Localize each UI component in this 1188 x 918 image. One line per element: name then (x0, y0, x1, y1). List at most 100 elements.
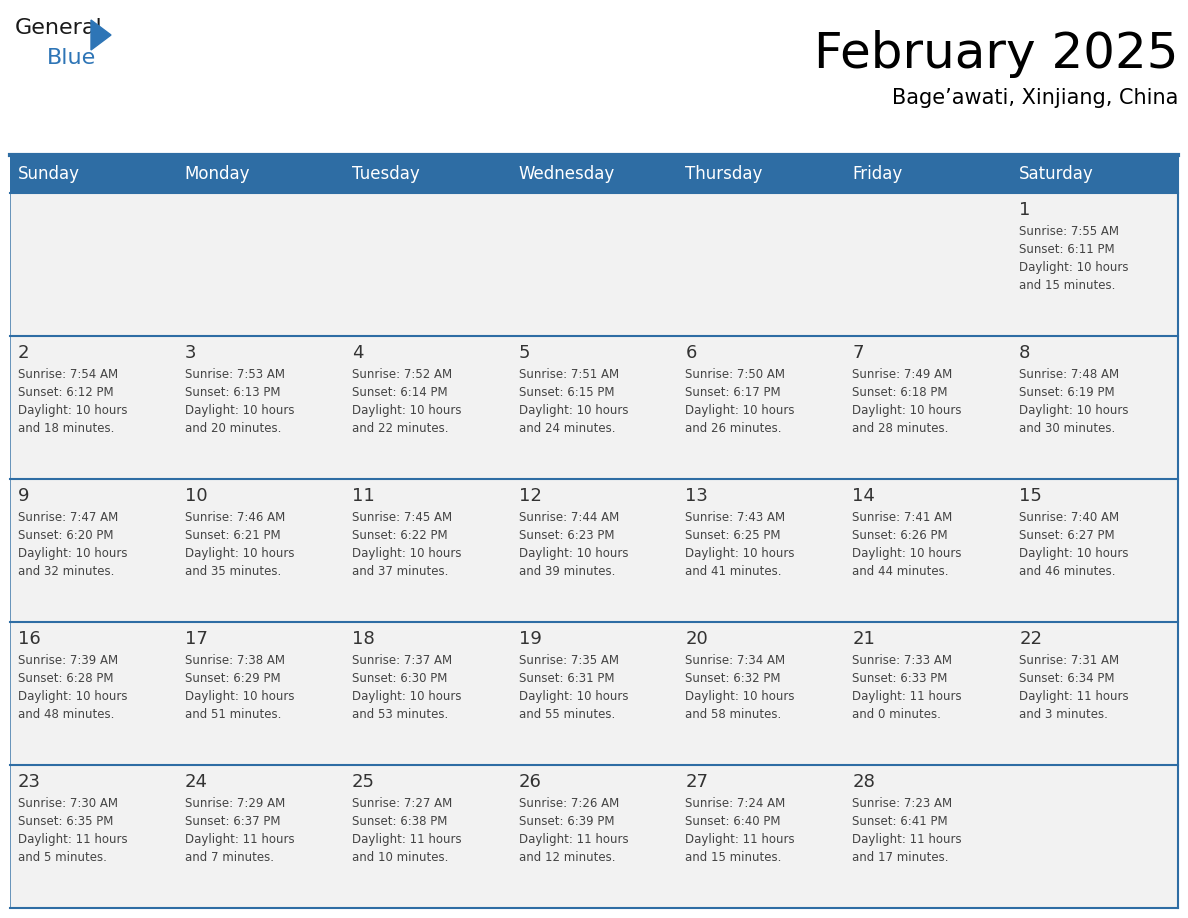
Text: Thursday: Thursday (685, 165, 763, 183)
Text: 17: 17 (185, 630, 208, 648)
Bar (845, 193, 1011, 336)
Text: Sunrise: 7:52 AM
Sunset: 6:14 PM
Daylight: 10 hours
and 22 minutes.: Sunrise: 7:52 AM Sunset: 6:14 PM Dayligh… (352, 368, 461, 435)
Text: 21: 21 (852, 630, 876, 648)
Bar (10, 193, 177, 336)
Text: Sunrise: 7:49 AM
Sunset: 6:18 PM
Daylight: 10 hours
and 28 minutes.: Sunrise: 7:49 AM Sunset: 6:18 PM Dayligh… (852, 368, 962, 435)
Text: Blue: Blue (48, 48, 96, 68)
Text: 25: 25 (352, 773, 374, 791)
Text: Sunrise: 7:45 AM
Sunset: 6:22 PM
Daylight: 10 hours
and 37 minutes.: Sunrise: 7:45 AM Sunset: 6:22 PM Dayligh… (352, 511, 461, 578)
Bar (177, 479, 343, 622)
Text: 16: 16 (18, 630, 40, 648)
Text: Sunrise: 7:54 AM
Sunset: 6:12 PM
Daylight: 10 hours
and 18 minutes.: Sunrise: 7:54 AM Sunset: 6:12 PM Dayligh… (18, 368, 127, 435)
Text: Sunrise: 7:51 AM
Sunset: 6:15 PM
Daylight: 10 hours
and 24 minutes.: Sunrise: 7:51 AM Sunset: 6:15 PM Dayligh… (519, 368, 628, 435)
Polygon shape (91, 20, 110, 50)
Bar (1011, 336, 1178, 479)
Bar (1011, 622, 1178, 765)
Text: 5: 5 (519, 344, 530, 362)
Bar (845, 765, 1011, 908)
Text: February 2025: February 2025 (814, 30, 1178, 78)
Text: 4: 4 (352, 344, 364, 362)
Text: General: General (15, 18, 102, 38)
Text: Sunday: Sunday (18, 165, 80, 183)
Text: Sunrise: 7:41 AM
Sunset: 6:26 PM
Daylight: 10 hours
and 44 minutes.: Sunrise: 7:41 AM Sunset: 6:26 PM Dayligh… (852, 511, 962, 578)
Text: Sunrise: 7:53 AM
Sunset: 6:13 PM
Daylight: 10 hours
and 20 minutes.: Sunrise: 7:53 AM Sunset: 6:13 PM Dayligh… (185, 368, 295, 435)
Text: Tuesday: Tuesday (352, 165, 419, 183)
Text: 2: 2 (18, 344, 30, 362)
Text: Monday: Monday (185, 165, 251, 183)
Text: 6: 6 (685, 344, 697, 362)
Bar (10, 622, 177, 765)
Text: Bage’awati, Xinjiang, China: Bage’awati, Xinjiang, China (892, 88, 1178, 108)
Bar (343, 622, 511, 765)
Text: Sunrise: 7:46 AM
Sunset: 6:21 PM
Daylight: 10 hours
and 35 minutes.: Sunrise: 7:46 AM Sunset: 6:21 PM Dayligh… (185, 511, 295, 578)
Text: Sunrise: 7:43 AM
Sunset: 6:25 PM
Daylight: 10 hours
and 41 minutes.: Sunrise: 7:43 AM Sunset: 6:25 PM Dayligh… (685, 511, 795, 578)
Bar (10, 765, 177, 908)
Bar (845, 622, 1011, 765)
Text: Sunrise: 7:55 AM
Sunset: 6:11 PM
Daylight: 10 hours
and 15 minutes.: Sunrise: 7:55 AM Sunset: 6:11 PM Dayligh… (1019, 225, 1129, 292)
Bar (177, 336, 343, 479)
Text: Sunrise: 7:38 AM
Sunset: 6:29 PM
Daylight: 10 hours
and 51 minutes.: Sunrise: 7:38 AM Sunset: 6:29 PM Dayligh… (185, 654, 295, 721)
Text: 20: 20 (685, 630, 708, 648)
Text: 22: 22 (1019, 630, 1042, 648)
Text: Sunrise: 7:37 AM
Sunset: 6:30 PM
Daylight: 10 hours
and 53 minutes.: Sunrise: 7:37 AM Sunset: 6:30 PM Dayligh… (352, 654, 461, 721)
Text: 14: 14 (852, 487, 876, 505)
Text: Sunrise: 7:40 AM
Sunset: 6:27 PM
Daylight: 10 hours
and 46 minutes.: Sunrise: 7:40 AM Sunset: 6:27 PM Dayligh… (1019, 511, 1129, 578)
Text: Sunrise: 7:50 AM
Sunset: 6:17 PM
Daylight: 10 hours
and 26 minutes.: Sunrise: 7:50 AM Sunset: 6:17 PM Dayligh… (685, 368, 795, 435)
Text: 8: 8 (1019, 344, 1030, 362)
Bar (177, 622, 343, 765)
Bar (511, 479, 677, 622)
Text: 10: 10 (185, 487, 208, 505)
Bar (343, 336, 511, 479)
Bar (511, 765, 677, 908)
Bar (177, 765, 343, 908)
Text: 23: 23 (18, 773, 42, 791)
Text: Sunrise: 7:31 AM
Sunset: 6:34 PM
Daylight: 11 hours
and 3 minutes.: Sunrise: 7:31 AM Sunset: 6:34 PM Dayligh… (1019, 654, 1129, 721)
Bar (10, 479, 177, 622)
Bar (511, 193, 677, 336)
Text: 19: 19 (519, 630, 542, 648)
Text: Sunrise: 7:47 AM
Sunset: 6:20 PM
Daylight: 10 hours
and 32 minutes.: Sunrise: 7:47 AM Sunset: 6:20 PM Dayligh… (18, 511, 127, 578)
Bar (677, 193, 845, 336)
Text: 12: 12 (519, 487, 542, 505)
Bar (177, 193, 343, 336)
Bar (677, 622, 845, 765)
Text: 1: 1 (1019, 201, 1030, 219)
Text: Sunrise: 7:44 AM
Sunset: 6:23 PM
Daylight: 10 hours
and 39 minutes.: Sunrise: 7:44 AM Sunset: 6:23 PM Dayligh… (519, 511, 628, 578)
Text: 3: 3 (185, 344, 196, 362)
Text: Sunrise: 7:29 AM
Sunset: 6:37 PM
Daylight: 11 hours
and 7 minutes.: Sunrise: 7:29 AM Sunset: 6:37 PM Dayligh… (185, 797, 295, 864)
Bar (343, 193, 511, 336)
Bar (511, 622, 677, 765)
Text: 11: 11 (352, 487, 374, 505)
Bar (10, 336, 177, 479)
Text: Sunrise: 7:35 AM
Sunset: 6:31 PM
Daylight: 10 hours
and 55 minutes.: Sunrise: 7:35 AM Sunset: 6:31 PM Dayligh… (519, 654, 628, 721)
Text: Sunrise: 7:27 AM
Sunset: 6:38 PM
Daylight: 11 hours
and 10 minutes.: Sunrise: 7:27 AM Sunset: 6:38 PM Dayligh… (352, 797, 461, 864)
Text: Sunrise: 7:30 AM
Sunset: 6:35 PM
Daylight: 11 hours
and 5 minutes.: Sunrise: 7:30 AM Sunset: 6:35 PM Dayligh… (18, 797, 127, 864)
Bar (1011, 765, 1178, 908)
Bar (845, 479, 1011, 622)
Text: Sunrise: 7:34 AM
Sunset: 6:32 PM
Daylight: 10 hours
and 58 minutes.: Sunrise: 7:34 AM Sunset: 6:32 PM Dayligh… (685, 654, 795, 721)
Text: Sunrise: 7:33 AM
Sunset: 6:33 PM
Daylight: 11 hours
and 0 minutes.: Sunrise: 7:33 AM Sunset: 6:33 PM Dayligh… (852, 654, 962, 721)
Text: 27: 27 (685, 773, 708, 791)
Bar (677, 336, 845, 479)
Bar (677, 479, 845, 622)
Bar (511, 336, 677, 479)
Text: 15: 15 (1019, 487, 1042, 505)
Text: Saturday: Saturday (1019, 165, 1094, 183)
Text: 18: 18 (352, 630, 374, 648)
Text: Friday: Friday (852, 165, 903, 183)
Text: Sunrise: 7:24 AM
Sunset: 6:40 PM
Daylight: 11 hours
and 15 minutes.: Sunrise: 7:24 AM Sunset: 6:40 PM Dayligh… (685, 797, 795, 864)
Text: 26: 26 (519, 773, 542, 791)
Bar (1011, 479, 1178, 622)
Bar (343, 479, 511, 622)
Bar (343, 765, 511, 908)
Text: Sunrise: 7:39 AM
Sunset: 6:28 PM
Daylight: 10 hours
and 48 minutes.: Sunrise: 7:39 AM Sunset: 6:28 PM Dayligh… (18, 654, 127, 721)
Text: Sunrise: 7:23 AM
Sunset: 6:41 PM
Daylight: 11 hours
and 17 minutes.: Sunrise: 7:23 AM Sunset: 6:41 PM Dayligh… (852, 797, 962, 864)
Text: Sunrise: 7:48 AM
Sunset: 6:19 PM
Daylight: 10 hours
and 30 minutes.: Sunrise: 7:48 AM Sunset: 6:19 PM Dayligh… (1019, 368, 1129, 435)
Bar (10, 155, 1178, 193)
Text: 9: 9 (18, 487, 30, 505)
Text: Wednesday: Wednesday (519, 165, 615, 183)
Text: 7: 7 (852, 344, 864, 362)
Text: 24: 24 (185, 773, 208, 791)
Bar (677, 765, 845, 908)
Bar (845, 336, 1011, 479)
